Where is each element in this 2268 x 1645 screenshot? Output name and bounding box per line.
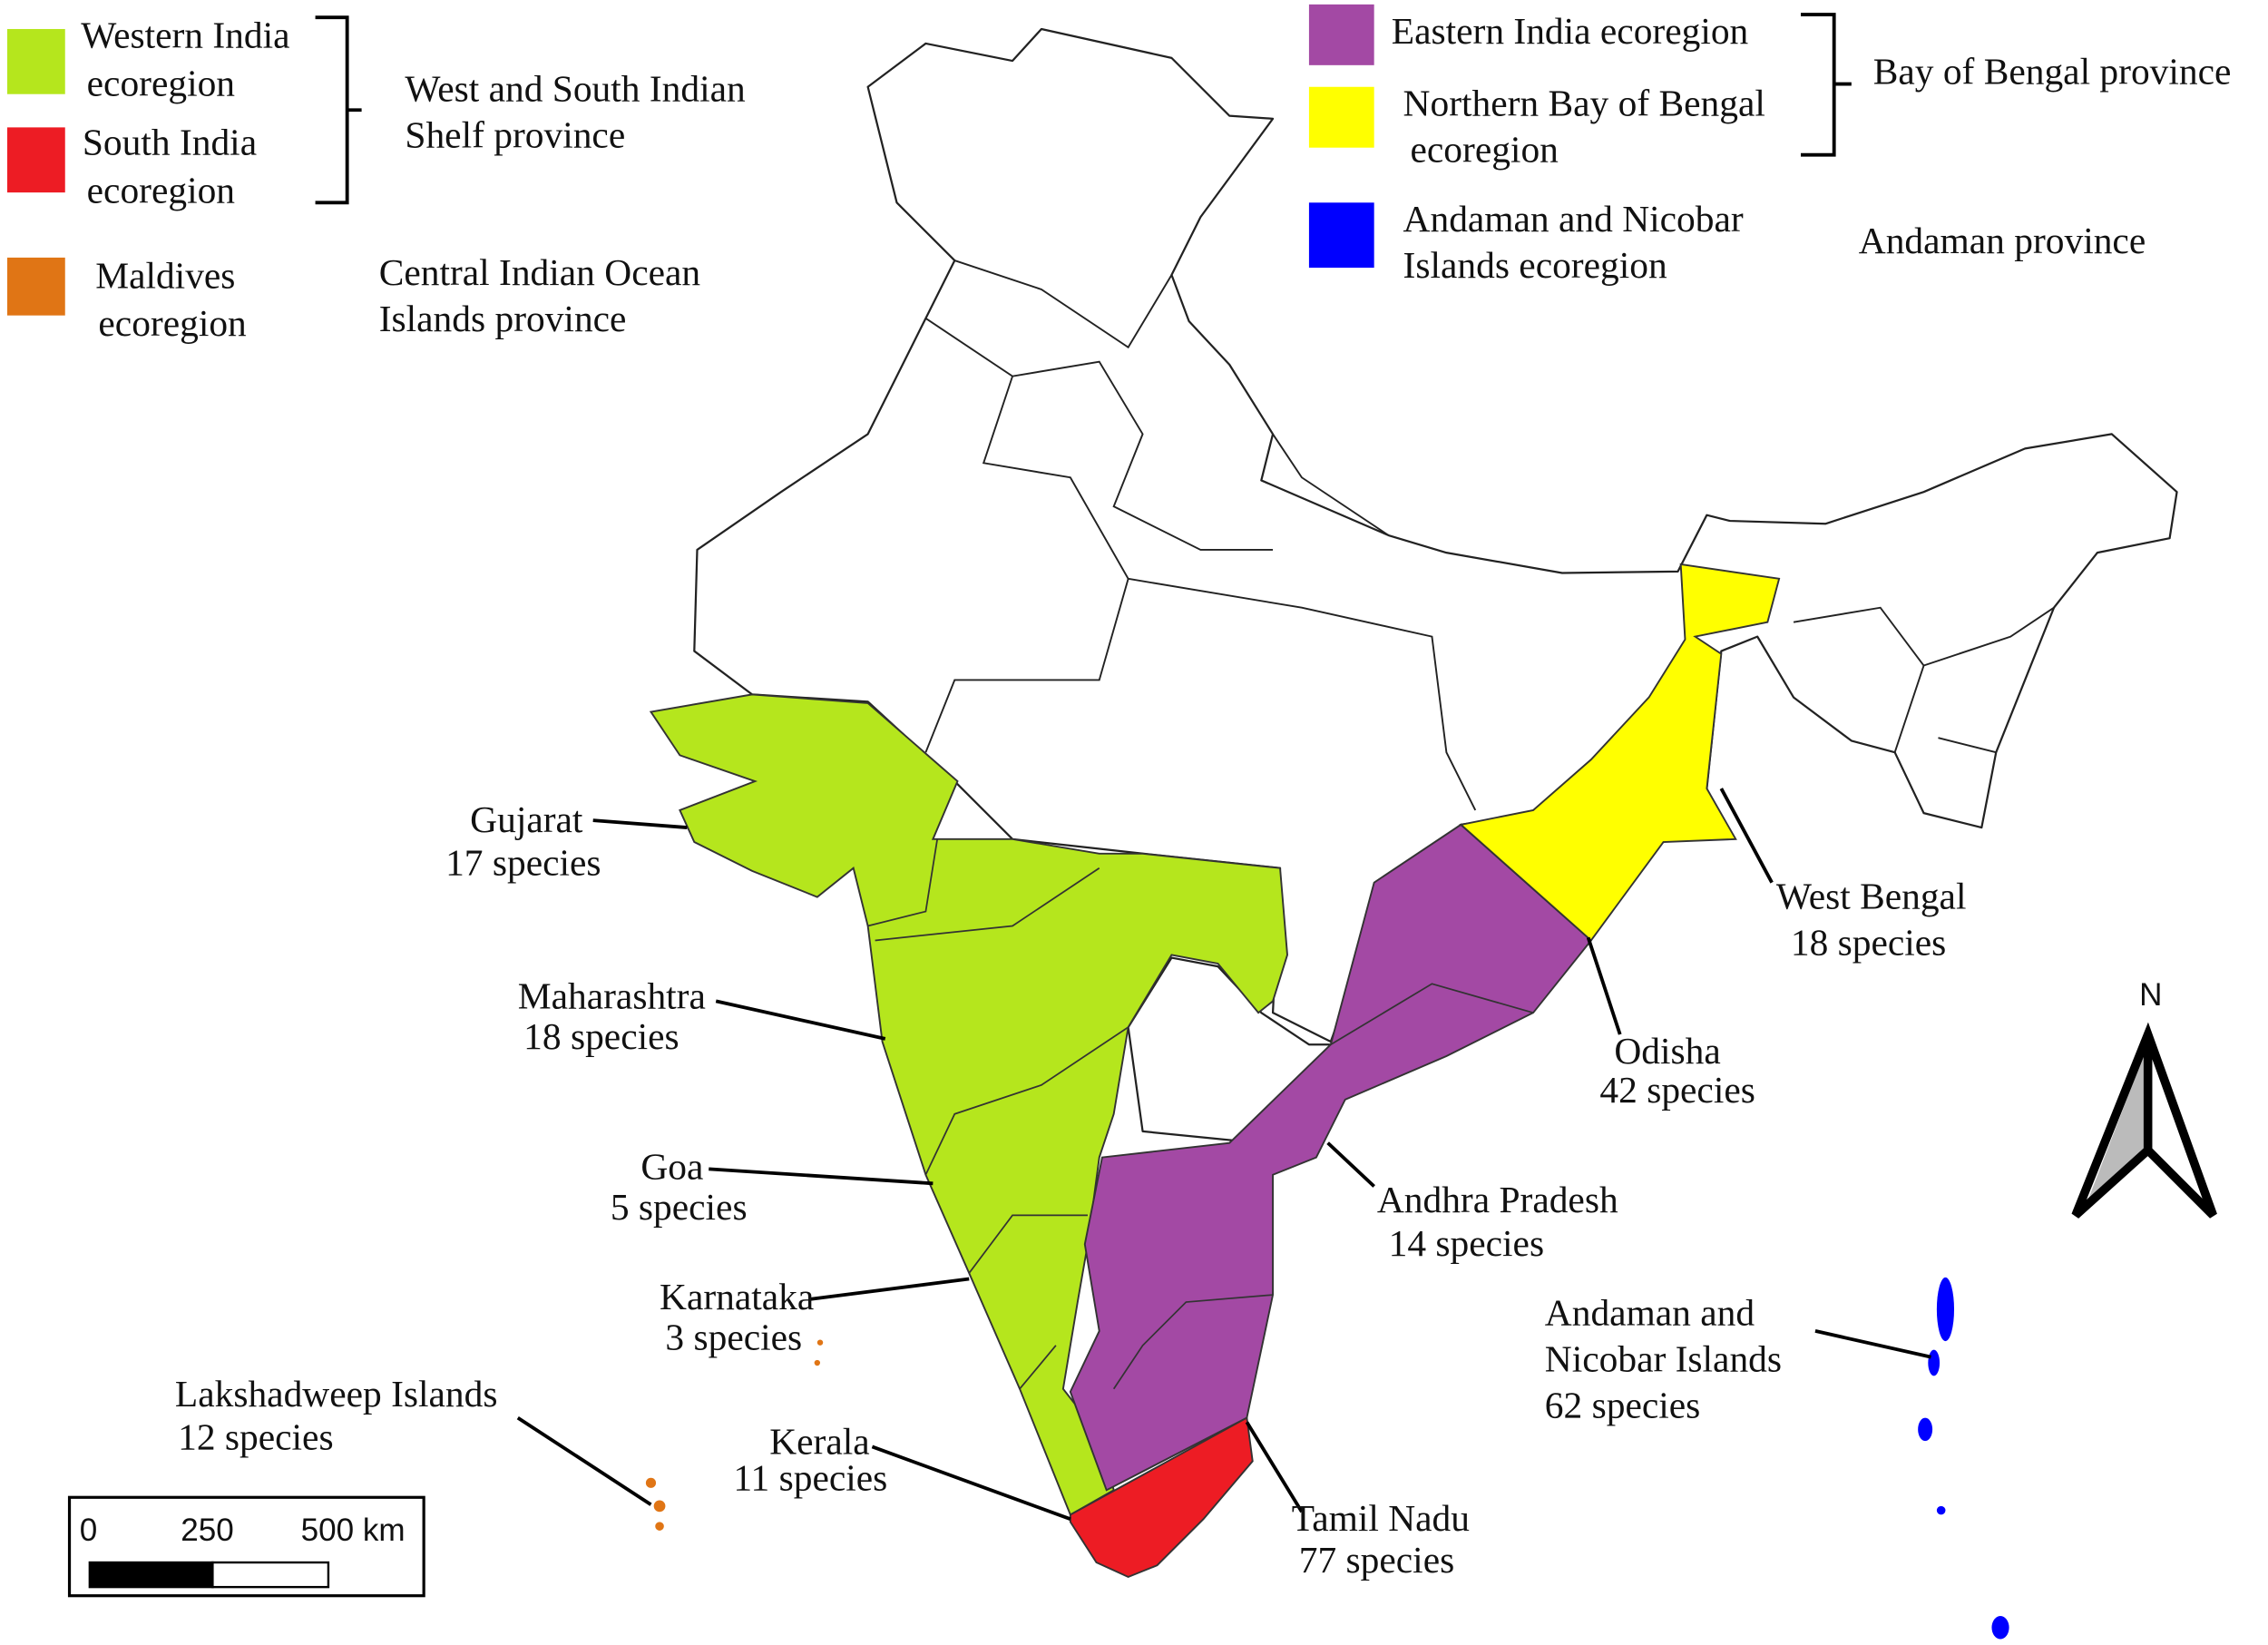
species-count: 14 species	[1389, 1222, 1544, 1264]
species-count: 18 species	[1791, 921, 1946, 963]
legend-label: Northern Bay of Bengal	[1403, 83, 1765, 124]
state-borders-west	[867, 838, 1129, 1390]
species-count: 12 species	[178, 1416, 333, 1458]
state-name: Nicobar Islands	[1545, 1338, 1782, 1380]
scale-bar	[211, 1561, 330, 1589]
province-label: Shelf province	[405, 114, 625, 156]
legend-label: ecoregion	[87, 169, 236, 211]
legend-swatch	[6, 127, 65, 193]
legend-swatch	[6, 28, 65, 94]
legend-label: ecoregion	[98, 302, 247, 344]
species-count: 77 species	[1299, 1539, 1454, 1581]
island	[1928, 1349, 1941, 1376]
leader-lines	[516, 788, 1931, 1521]
legend-label: Andaman and Nicobar	[1403, 198, 1744, 240]
state-name: Odisha	[1614, 1030, 1720, 1072]
legend-label: Western India	[81, 15, 289, 56]
state-name: Karnataka	[660, 1276, 814, 1317]
bracket	[315, 15, 362, 205]
state-name: Andaman and	[1545, 1292, 1755, 1334]
legend-swatch	[1308, 86, 1374, 148]
scale-label: 500 km	[301, 1513, 406, 1548]
province-label: Bay of Bengal province	[1873, 51, 2232, 93]
province-label: Andaman province	[1859, 220, 2146, 261]
bracket	[1801, 13, 1852, 157]
species-count: 11 species	[733, 1456, 887, 1498]
scale-label: 0	[80, 1513, 98, 1548]
legend-label: ecoregion	[87, 62, 236, 103]
island	[1936, 1277, 1955, 1342]
state-name: Andhra Pradesh	[1377, 1179, 1618, 1220]
province-label: Central Indian Ocean	[379, 251, 701, 293]
island	[653, 1500, 666, 1513]
north-arrow	[2071, 1022, 2217, 1219]
state-name: Gujarat	[470, 798, 583, 840]
province-label: West and South Indian	[405, 68, 746, 110]
north-label: N	[2139, 977, 2162, 1013]
species-count: 5 species	[611, 1186, 748, 1228]
legend-label: ecoregion	[1411, 129, 1559, 171]
island	[645, 1477, 657, 1488]
legend-swatch	[1308, 4, 1374, 65]
western-india-region	[649, 693, 1288, 1516]
legend-label: Eastern India ecoregion	[1392, 10, 1749, 52]
island	[1991, 1616, 2009, 1640]
island	[814, 1359, 821, 1366]
species-count: 42 species	[1599, 1069, 1755, 1111]
state-name: Maharashtra	[518, 974, 706, 1016]
species-count: 18 species	[523, 1015, 679, 1057]
state-name: Goa	[640, 1146, 703, 1188]
legend-swatch	[6, 257, 65, 316]
species-count: 3 species	[665, 1317, 802, 1358]
state-name: Lakshadweep Islands	[175, 1373, 498, 1415]
state-borders-east	[1112, 983, 1534, 1390]
andaman-islands	[1918, 1277, 2009, 1640]
scale-bar	[88, 1561, 214, 1589]
legend-label: Islands ecoregion	[1403, 244, 1667, 286]
northern-bay-region	[1459, 563, 1781, 942]
state-name: Tamil Nadu	[1292, 1497, 1470, 1539]
state-name: Kerala	[769, 1420, 869, 1462]
legend-label: South India	[83, 122, 257, 163]
legend-label: Maldives	[95, 254, 235, 296]
internal-borders	[924, 259, 2055, 811]
island	[1936, 1505, 1946, 1515]
island	[655, 1522, 664, 1531]
species-count: 62 species	[1545, 1385, 1700, 1426]
island	[1918, 1417, 1933, 1442]
island	[816, 1339, 824, 1346]
lakshadweep-islands	[645, 1339, 824, 1531]
scale-label: 250	[181, 1513, 234, 1548]
species-count: 17 species	[445, 842, 601, 884]
south-india-region	[1069, 1416, 1254, 1579]
state-name: West Bengal	[1776, 875, 1967, 916]
province-label: Islands province	[379, 298, 627, 339]
legend-swatch	[1308, 202, 1374, 269]
